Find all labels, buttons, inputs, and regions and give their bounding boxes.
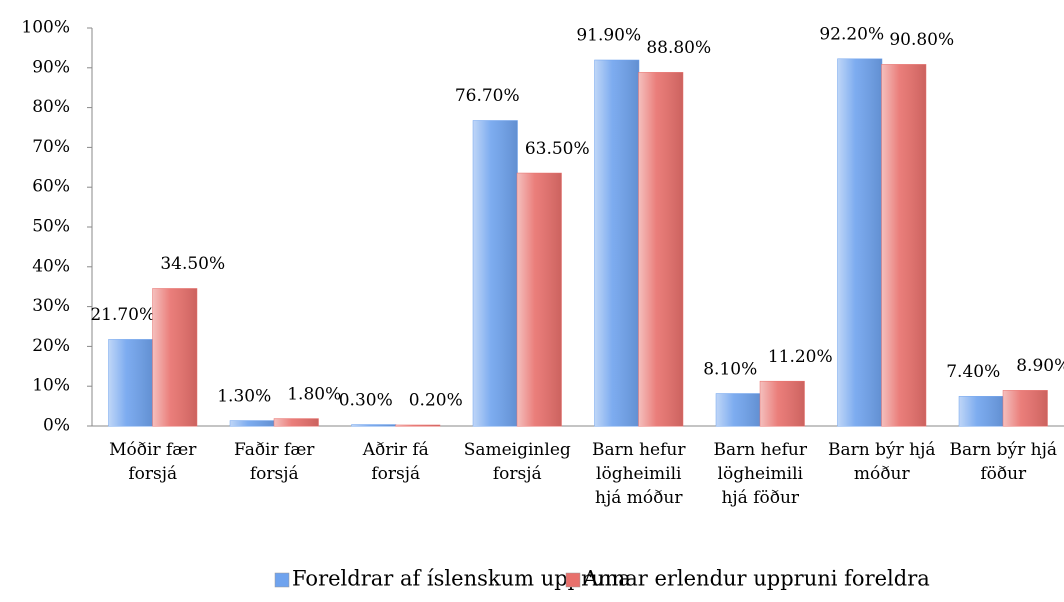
value-label: 7.40% <box>946 362 1000 382</box>
x-tick-line: Sameiginleg <box>464 440 571 460</box>
value-label: 34.50% <box>160 254 225 274</box>
x-tick-line: lögheimili <box>596 464 682 484</box>
bar-shine <box>395 425 440 426</box>
bar-shine <box>473 120 518 426</box>
x-tick-label: Aðrir fá forsjá <box>362 440 429 484</box>
x-tick-line: Barn býr hjá <box>950 440 1057 460</box>
value-label: 90.80% <box>889 30 954 50</box>
y-tick-label: 50% <box>32 217 70 237</box>
x-tick-line: móður <box>854 464 911 484</box>
x-tick-line: forsjá <box>371 464 420 484</box>
value-label: 21.70% <box>90 305 155 325</box>
x-tick-line: lögheimili <box>718 464 804 484</box>
value-label: 88.80% <box>646 38 711 58</box>
y-tick-label: 40% <box>32 256 70 276</box>
x-tick-line: Barn hefur <box>592 440 686 460</box>
bar-shine <box>274 418 319 426</box>
bar-shine <box>108 339 153 426</box>
y-tick-label: 30% <box>32 296 70 316</box>
value-label: 92.20% <box>819 25 884 45</box>
x-tick-line: Faðir fær <box>234 440 315 460</box>
x-tick-label: Barn hefur lögheimili hjá móður <box>592 440 686 508</box>
legend-swatch <box>274 572 290 588</box>
bar-shine <box>517 173 562 426</box>
y-tick-label: 70% <box>32 137 70 157</box>
legend-swatch <box>565 572 581 588</box>
bar-shine <box>959 396 1004 426</box>
x-tick-line: Barn hefur <box>714 440 808 460</box>
x-tick-line: hjá móður <box>595 488 683 508</box>
bar-shine <box>152 288 197 426</box>
bar-shine <box>638 72 683 427</box>
bar-shine <box>1003 390 1048 426</box>
y-tick-label: 0% <box>43 416 70 436</box>
value-label: 76.70% <box>455 86 520 106</box>
value-label: 0.20% <box>409 391 463 411</box>
x-tick-line: forsjá <box>128 464 177 484</box>
value-label: 91.90% <box>576 26 641 46</box>
value-label: 0.30% <box>339 390 393 410</box>
x-tick-line: Aðrir fá <box>362 440 429 460</box>
y-tick-label: 80% <box>32 97 70 117</box>
value-label: 11.20% <box>768 347 833 367</box>
y-tick-label: 60% <box>32 177 70 197</box>
x-tick-line: forsjá <box>493 464 542 484</box>
value-label: 1.80% <box>287 384 341 404</box>
x-tick-label: Sameiginleg forsjá <box>464 440 571 484</box>
x-tick-label: Barn býr hjá föður <box>950 440 1057 484</box>
bar-shine <box>594 60 639 426</box>
x-tick-line: hjá föður <box>721 488 799 508</box>
bar-shine <box>230 420 275 426</box>
bar-shine <box>351 424 396 426</box>
x-tick-label: Móðir fær forsjá <box>109 440 197 484</box>
x-tick-label: Barn hefur lögheimili hjá föður <box>714 440 808 508</box>
x-tick-line: Móðir fær <box>109 440 197 460</box>
y-tick-label: 20% <box>32 336 70 356</box>
y-tick-label: 90% <box>32 57 70 77</box>
x-tick-label: Barn býr hjá móður <box>828 440 935 484</box>
value-label: 63.50% <box>525 139 590 159</box>
x-tick-line: föður <box>980 464 1027 484</box>
bar-shine <box>716 393 761 426</box>
bar-shine <box>837 59 882 426</box>
x-tick-line: forsjá <box>250 464 299 484</box>
y-tick-label: 10% <box>32 376 70 396</box>
bar-shine <box>881 64 926 426</box>
x-tick-line: Barn býr hjá <box>828 440 935 460</box>
bar-shine <box>760 381 805 426</box>
legend-label: Annar erlendur uppruni foreldra <box>582 567 930 591</box>
x-tick-label: Faðir fær forsjá <box>234 440 315 484</box>
value-label: 8.90% <box>1016 356 1064 376</box>
y-tick-label: 100% <box>21 18 70 38</box>
value-label: 8.10% <box>703 359 757 379</box>
value-label: 1.30% <box>217 386 271 406</box>
